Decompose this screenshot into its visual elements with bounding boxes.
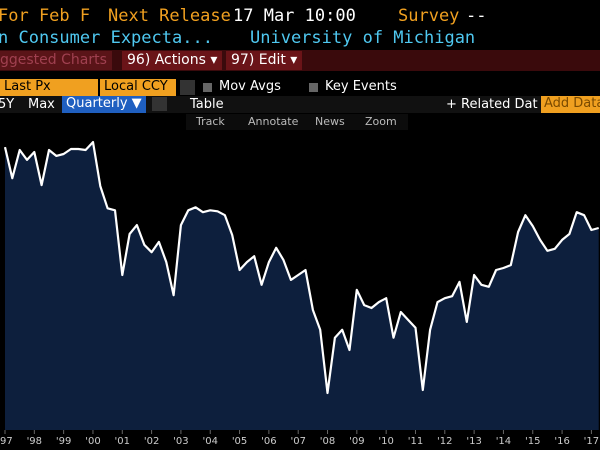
line — [3, 141, 599, 395]
related-data[interactable]: + Related Data — [446, 97, 538, 112]
x-axis-band — [0, 430, 600, 450]
range-bar — [0, 96, 600, 113]
frequency-select[interactable]: Quarterly ▼ — [62, 96, 146, 113]
tool-button[interactable]: Annotate — [248, 115, 299, 128]
x-tick-label: '11 — [408, 436, 423, 447]
x-tick-label: '15 — [525, 436, 540, 447]
x-tick-label: '05 — [232, 436, 247, 447]
next-release-label: Next Release — [108, 6, 231, 26]
x-tick-label: '02 — [144, 436, 159, 447]
x-tick-label: '06 — [261, 436, 276, 447]
x-tick-label: '14 — [496, 436, 511, 447]
menu-item[interactable]: 97) Edit ▾ — [226, 51, 303, 70]
x-tick-label: '07 — [290, 436, 305, 447]
tool-button[interactable]: Zoom — [365, 115, 397, 128]
x-tick-label: '04 — [202, 436, 217, 447]
checkbox[interactable] — [203, 83, 212, 92]
chart: '97 '98 '99 '00 '01 '02 '03 '04 '05 '06 '07 '08 '09 '… — [0, 141, 600, 450]
x-tick-label: '03 — [173, 436, 188, 447]
checkbox[interactable] — [309, 83, 318, 92]
range-button[interactable]: 5Y — [0, 97, 15, 112]
tool-button[interactable]: News — [315, 115, 345, 128]
x-tick-label: '17 — [584, 436, 599, 447]
survey-label: Survey — [398, 6, 460, 26]
option-label: Key Events — [325, 79, 397, 94]
x-tick-label: '08 — [320, 436, 335, 447]
add-data[interactable]: Add Data — [541, 96, 600, 113]
chart-icon[interactable] — [180, 80, 195, 95]
x-tick-label: '12 — [437, 436, 452, 447]
currency-select[interactable]: Local CCY — [100, 79, 176, 96]
tool-button[interactable]: Track — [196, 115, 225, 128]
area-fill — [5, 142, 599, 430]
x-tick-label: '10 — [378, 436, 393, 447]
x-tick-label: '16 — [554, 436, 569, 447]
tool-bar — [186, 114, 408, 130]
x-tick-label: '09 — [349, 436, 364, 447]
x-tick-label: '98 — [27, 436, 42, 447]
x-tick-label: '01 — [115, 436, 130, 447]
source-name: University of Michigan — [250, 28, 476, 48]
x-tick-label: '13 — [466, 436, 481, 447]
field-select[interactable]: Last Px — [0, 79, 98, 96]
survey-value: -- — [466, 6, 487, 26]
next-release-date: 17 Mar 10:00 — [233, 6, 356, 26]
x-tick-label: '00 — [85, 436, 100, 447]
range-button[interactable]: Max — [28, 97, 55, 112]
option-label: Mov Avgs — [219, 79, 281, 94]
x-tick-label: '99 — [56, 436, 71, 447]
table-button[interactable]: Table — [190, 97, 224, 112]
chart-type-icon[interactable] — [152, 97, 167, 111]
menu-item[interactable]: 96) Actions ▾ — [122, 51, 223, 70]
menu-item[interactable]: ggested Charts — [0, 51, 112, 70]
ticker-period: For Feb F — [0, 6, 91, 26]
security-name: n Consumer Expecta... — [0, 28, 213, 48]
x-tick-label: '97 — [0, 436, 13, 447]
